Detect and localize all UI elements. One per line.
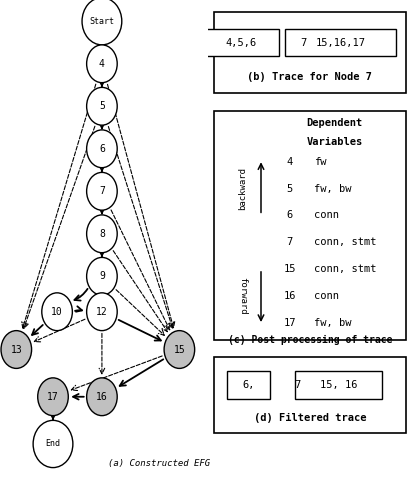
Ellipse shape (33, 420, 73, 467)
FancyBboxPatch shape (214, 111, 406, 339)
Text: 5: 5 (99, 101, 105, 111)
Ellipse shape (87, 172, 117, 210)
Ellipse shape (87, 45, 117, 83)
FancyBboxPatch shape (214, 357, 406, 433)
Ellipse shape (87, 130, 117, 168)
Text: End: End (45, 439, 60, 449)
FancyBboxPatch shape (214, 12, 406, 93)
Text: fw: fw (314, 157, 327, 167)
Text: Dependent: Dependent (306, 118, 362, 128)
Text: backward: backward (238, 167, 247, 210)
Text: 17: 17 (47, 392, 59, 402)
Text: 13: 13 (10, 344, 22, 355)
Text: Variables: Variables (306, 137, 362, 147)
FancyBboxPatch shape (203, 29, 279, 56)
Text: conn, stmt: conn, stmt (314, 237, 376, 247)
FancyBboxPatch shape (295, 371, 382, 399)
Ellipse shape (87, 293, 117, 331)
Text: 9: 9 (99, 271, 105, 281)
Text: 4: 4 (99, 59, 105, 69)
Text: 15, 16: 15, 16 (320, 380, 357, 390)
Text: 7: 7 (99, 186, 105, 196)
Text: conn: conn (314, 211, 339, 220)
Text: 6: 6 (99, 144, 105, 154)
Text: 5: 5 (286, 184, 293, 193)
Text: Start: Start (89, 17, 114, 26)
Ellipse shape (87, 88, 117, 125)
Text: forward: forward (238, 277, 247, 314)
Text: 16: 16 (283, 291, 296, 301)
Text: (a) Constructed EFG: (a) Constructed EFG (108, 459, 210, 467)
Text: 4,5,6: 4,5,6 (225, 37, 256, 48)
FancyBboxPatch shape (285, 29, 396, 56)
Ellipse shape (164, 331, 195, 369)
Text: 4: 4 (286, 157, 293, 167)
Text: 15: 15 (173, 344, 185, 355)
Ellipse shape (38, 378, 68, 416)
Text: 10: 10 (51, 307, 63, 317)
Ellipse shape (42, 293, 72, 331)
Ellipse shape (82, 0, 122, 45)
Text: 6: 6 (286, 211, 293, 220)
Text: 8: 8 (99, 229, 105, 239)
Text: 16: 16 (96, 392, 108, 402)
Text: 7: 7 (301, 37, 307, 48)
Text: 7: 7 (286, 237, 293, 247)
Text: conn, stmt: conn, stmt (314, 264, 376, 274)
Text: 6,: 6, (243, 380, 255, 390)
Text: (b) Trace for Node 7: (b) Trace for Node 7 (248, 72, 372, 82)
Text: 15,16,17: 15,16,17 (315, 37, 366, 48)
Ellipse shape (1, 331, 32, 369)
Text: 7: 7 (295, 380, 301, 390)
FancyBboxPatch shape (228, 371, 270, 399)
Text: 17: 17 (283, 317, 296, 328)
Text: fw, bw: fw, bw (314, 184, 352, 193)
Text: (c) Post processing of trace: (c) Post processing of trace (228, 335, 392, 344)
Ellipse shape (87, 257, 117, 295)
Text: fw, bw: fw, bw (314, 317, 352, 328)
Text: 15: 15 (283, 264, 296, 274)
Text: 12: 12 (96, 307, 108, 317)
Text: conn: conn (314, 291, 339, 301)
Text: (d) Filtered trace: (d) Filtered trace (254, 413, 366, 423)
Ellipse shape (87, 215, 117, 253)
Ellipse shape (87, 378, 117, 416)
